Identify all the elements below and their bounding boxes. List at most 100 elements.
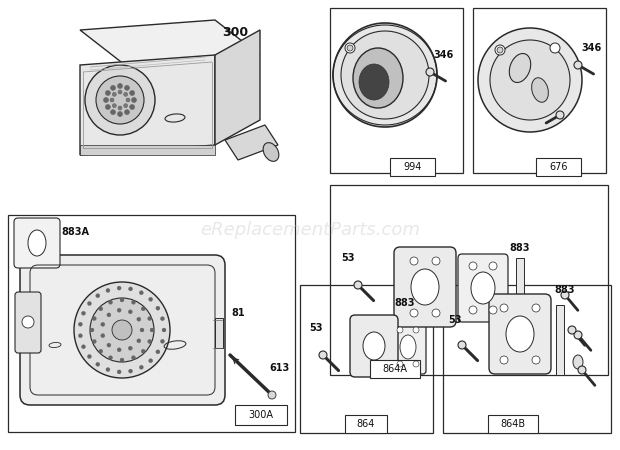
Circle shape <box>141 307 145 311</box>
Circle shape <box>117 348 121 352</box>
Circle shape <box>150 328 154 332</box>
Ellipse shape <box>573 355 583 369</box>
Bar <box>370 360 420 378</box>
Ellipse shape <box>263 143 279 162</box>
Circle shape <box>149 359 153 363</box>
Circle shape <box>120 298 124 302</box>
Circle shape <box>489 262 497 270</box>
Circle shape <box>156 306 160 310</box>
Circle shape <box>81 311 86 315</box>
Circle shape <box>140 365 143 369</box>
Circle shape <box>96 76 144 124</box>
Circle shape <box>112 92 117 96</box>
Circle shape <box>489 306 497 314</box>
Text: 883: 883 <box>555 285 575 295</box>
Bar <box>235 405 287 425</box>
Circle shape <box>87 302 91 306</box>
Circle shape <box>162 328 166 332</box>
Bar <box>390 158 435 176</box>
Ellipse shape <box>535 315 545 329</box>
Circle shape <box>85 65 155 135</box>
Circle shape <box>550 43 560 53</box>
Circle shape <box>397 361 403 367</box>
Circle shape <box>574 61 582 69</box>
Text: 883: 883 <box>395 298 415 308</box>
Bar <box>473 8 606 173</box>
Circle shape <box>490 40 570 120</box>
Bar <box>556 305 564 375</box>
Circle shape <box>148 339 152 343</box>
Bar <box>516 258 524 338</box>
Circle shape <box>104 98 108 103</box>
Circle shape <box>110 86 115 90</box>
Circle shape <box>268 391 276 399</box>
Bar <box>345 415 387 433</box>
Circle shape <box>532 356 540 364</box>
Circle shape <box>106 368 110 372</box>
Circle shape <box>561 291 569 299</box>
Circle shape <box>500 304 508 312</box>
Text: 53: 53 <box>309 323 323 333</box>
Circle shape <box>532 304 540 312</box>
Circle shape <box>107 313 111 317</box>
Circle shape <box>149 297 153 302</box>
Circle shape <box>22 316 34 328</box>
Bar <box>215 318 223 348</box>
Text: 346: 346 <box>582 43 602 53</box>
Ellipse shape <box>400 335 416 359</box>
Text: 676: 676 <box>550 162 569 172</box>
FancyBboxPatch shape <box>458 254 508 322</box>
Circle shape <box>105 104 110 109</box>
Circle shape <box>108 356 112 360</box>
Circle shape <box>107 343 111 347</box>
Circle shape <box>140 328 144 332</box>
Circle shape <box>347 45 353 51</box>
Bar <box>536 158 581 176</box>
Ellipse shape <box>506 316 534 352</box>
Circle shape <box>148 316 152 320</box>
Polygon shape <box>80 20 260 65</box>
Circle shape <box>92 316 96 320</box>
Ellipse shape <box>471 272 495 304</box>
Circle shape <box>95 362 100 366</box>
Circle shape <box>74 282 170 378</box>
Circle shape <box>128 369 133 373</box>
Circle shape <box>495 45 505 55</box>
Circle shape <box>118 112 123 117</box>
Circle shape <box>128 287 133 291</box>
Circle shape <box>568 326 576 334</box>
Circle shape <box>110 110 115 115</box>
FancyBboxPatch shape <box>350 315 398 377</box>
Circle shape <box>131 300 136 304</box>
Circle shape <box>574 331 582 339</box>
Circle shape <box>413 327 419 333</box>
Circle shape <box>105 90 110 95</box>
Circle shape <box>141 349 145 353</box>
Circle shape <box>101 322 105 326</box>
Polygon shape <box>80 55 215 155</box>
FancyBboxPatch shape <box>390 320 426 374</box>
Text: 864A: 864A <box>383 364 407 374</box>
Circle shape <box>397 327 403 333</box>
Circle shape <box>117 286 121 290</box>
Circle shape <box>500 356 508 364</box>
Circle shape <box>92 339 96 343</box>
Circle shape <box>131 98 136 103</box>
Circle shape <box>478 28 582 132</box>
Circle shape <box>108 300 112 304</box>
Circle shape <box>458 341 466 349</box>
Circle shape <box>90 298 154 362</box>
Circle shape <box>469 306 477 314</box>
Circle shape <box>130 104 135 109</box>
Circle shape <box>137 317 141 321</box>
Circle shape <box>117 370 121 374</box>
FancyBboxPatch shape <box>14 218 60 268</box>
Text: 300A: 300A <box>249 410 273 420</box>
Circle shape <box>578 366 586 374</box>
Circle shape <box>161 339 164 343</box>
Text: eReplacementParts.com: eReplacementParts.com <box>200 221 420 239</box>
Circle shape <box>112 320 132 340</box>
Polygon shape <box>80 145 215 155</box>
Circle shape <box>341 31 429 119</box>
FancyBboxPatch shape <box>20 255 225 405</box>
